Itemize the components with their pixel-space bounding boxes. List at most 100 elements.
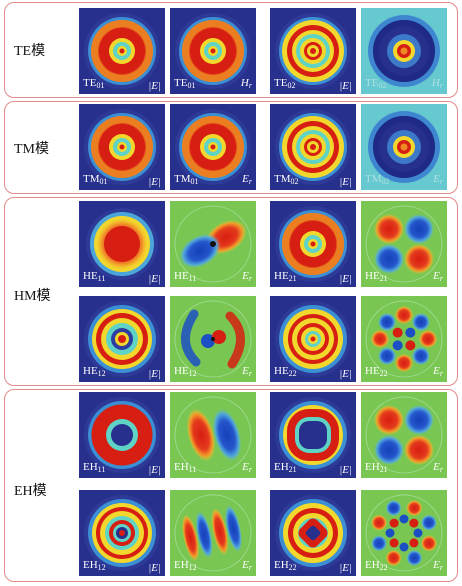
component-symbol: E — [242, 365, 249, 377]
mode-name: HE — [83, 365, 98, 377]
mode-index: 01 — [187, 81, 196, 90]
mode-name: HE — [365, 270, 380, 282]
mode-tile-he11-er: HE11 Er — [170, 201, 256, 287]
mode-label: HE12 — [174, 365, 197, 380]
field-component: Er — [242, 461, 252, 476]
component-index: r — [439, 274, 443, 283]
field-pattern — [170, 490, 256, 576]
mode-label: TE02 — [365, 77, 386, 92]
component-symbol: |E| — [148, 368, 161, 380]
field-pattern — [170, 104, 256, 190]
field-pattern — [270, 490, 356, 576]
field-component: |E| — [339, 464, 352, 476]
field-pattern — [170, 296, 256, 382]
component-index: r — [248, 369, 252, 378]
mode-label: EH11 — [83, 461, 105, 476]
mode-index: 22 — [288, 369, 297, 378]
component-index: r — [439, 369, 443, 378]
mode-tile-eh11-e-abs: EH11 |E| — [79, 392, 165, 478]
field-component: |E| — [339, 80, 352, 92]
hm-mode-group — [4, 197, 458, 386]
component-symbol: E — [242, 461, 249, 473]
mode-tile-te02-hr: TE02 Hr — [361, 8, 447, 94]
component-symbol: E — [433, 173, 440, 185]
mode-name: HE — [274, 365, 289, 377]
field-component: |E| — [148, 176, 161, 188]
mode-index: 21 — [379, 465, 388, 474]
component-symbol: |E| — [339, 273, 352, 285]
field-pattern — [361, 490, 447, 576]
mode-name: HE — [365, 365, 380, 377]
field-pattern — [79, 296, 165, 382]
mode-index: 11 — [97, 274, 106, 283]
field-pattern — [170, 392, 256, 478]
mode-label: TM01 — [83, 173, 108, 188]
component-symbol: E — [433, 270, 440, 282]
field-pattern — [170, 201, 256, 287]
component-symbol: H — [431, 77, 440, 89]
component-index: r — [439, 81, 443, 90]
mode-tile-eh22-er: EH22 Er — [361, 490, 447, 576]
field-pattern — [361, 296, 447, 382]
mode-name: EH — [83, 461, 98, 473]
field-component: Er — [433, 365, 443, 380]
hm-mode-label: HM模 — [14, 289, 51, 304]
component-index: r — [248, 177, 252, 186]
field-component: |E| — [148, 80, 161, 92]
field-pattern — [79, 201, 165, 287]
component-symbol: |E| — [148, 80, 161, 92]
mode-index: 21 — [288, 465, 297, 474]
component-symbol: E — [433, 365, 440, 377]
component-symbol: |E| — [148, 562, 161, 574]
field-component: Er — [433, 173, 443, 188]
field-pattern — [79, 490, 165, 576]
mode-tile-he21-e-abs: HE21 |E| — [270, 201, 356, 287]
mode-name: EH — [365, 559, 380, 571]
field-component: |E| — [339, 368, 352, 380]
mode-index: 22 — [379, 369, 388, 378]
field-component: |E| — [148, 273, 161, 285]
mode-tile-eh12-er: EH12 Er — [170, 490, 256, 576]
mode-index: 22 — [379, 563, 388, 572]
component-symbol: E — [242, 559, 249, 571]
field-component: Er — [242, 270, 252, 285]
mode-name: EH — [274, 559, 289, 571]
tm-mode-label: TM模 — [14, 142, 49, 157]
mode-name: TM — [274, 173, 291, 185]
mode-label: TE01 — [174, 77, 195, 92]
component-index: r — [439, 177, 443, 186]
mode-tile-tm01-er: TM01 Er — [170, 104, 256, 190]
component-index: r — [439, 465, 443, 474]
field-component: |E| — [339, 273, 352, 285]
field-pattern — [361, 104, 447, 190]
field-component: Er — [242, 173, 252, 188]
mode-index: 22 — [288, 563, 297, 572]
component-symbol: E — [433, 461, 440, 473]
mode-tile-he22-e-abs: HE22 |E| — [270, 296, 356, 382]
mode-tile-te02-e-abs: TE02 |E| — [270, 8, 356, 94]
field-component: |E| — [339, 176, 352, 188]
field-pattern — [170, 8, 256, 94]
field-component: Hr — [432, 77, 443, 92]
mode-label: HE21 — [274, 270, 297, 285]
mode-label: HE21 — [365, 270, 388, 285]
mode-index: 11 — [188, 465, 197, 474]
mode-name: EH — [274, 461, 289, 473]
mode-index: 12 — [97, 563, 106, 572]
mode-name: TE — [174, 77, 188, 89]
mode-index: 01 — [190, 177, 199, 186]
tm-mode-group — [4, 101, 458, 194]
mode-tile-eh21-e-abs: EH21 |E| — [270, 392, 356, 478]
te-mode-group — [4, 2, 458, 98]
component-symbol: E — [242, 173, 249, 185]
component-symbol: H — [240, 77, 249, 89]
mode-tile-eh22-e-abs: EH22 |E| — [270, 490, 356, 576]
field-pattern — [270, 392, 356, 478]
mode-index: 02 — [378, 81, 387, 90]
field-pattern — [270, 296, 356, 382]
mode-label: TM02 — [274, 173, 299, 188]
field-component: Er — [433, 270, 443, 285]
mode-index: 02 — [290, 177, 299, 186]
mode-label: HE22 — [274, 365, 297, 380]
field-component: |E| — [148, 562, 161, 574]
